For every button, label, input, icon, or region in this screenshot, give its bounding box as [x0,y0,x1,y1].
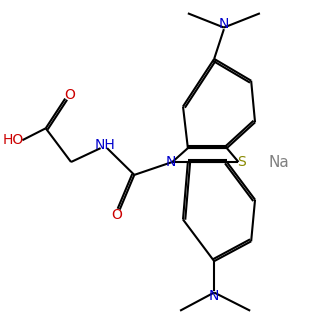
Text: N: N [165,155,176,169]
Text: S: S [237,155,245,169]
Text: N: N [209,289,219,303]
Text: NH: NH [95,138,116,152]
Text: O: O [112,208,123,222]
Text: HO: HO [3,133,24,147]
Text: N: N [219,17,229,31]
Text: Na: Na [268,155,289,170]
Text: O: O [65,88,75,102]
